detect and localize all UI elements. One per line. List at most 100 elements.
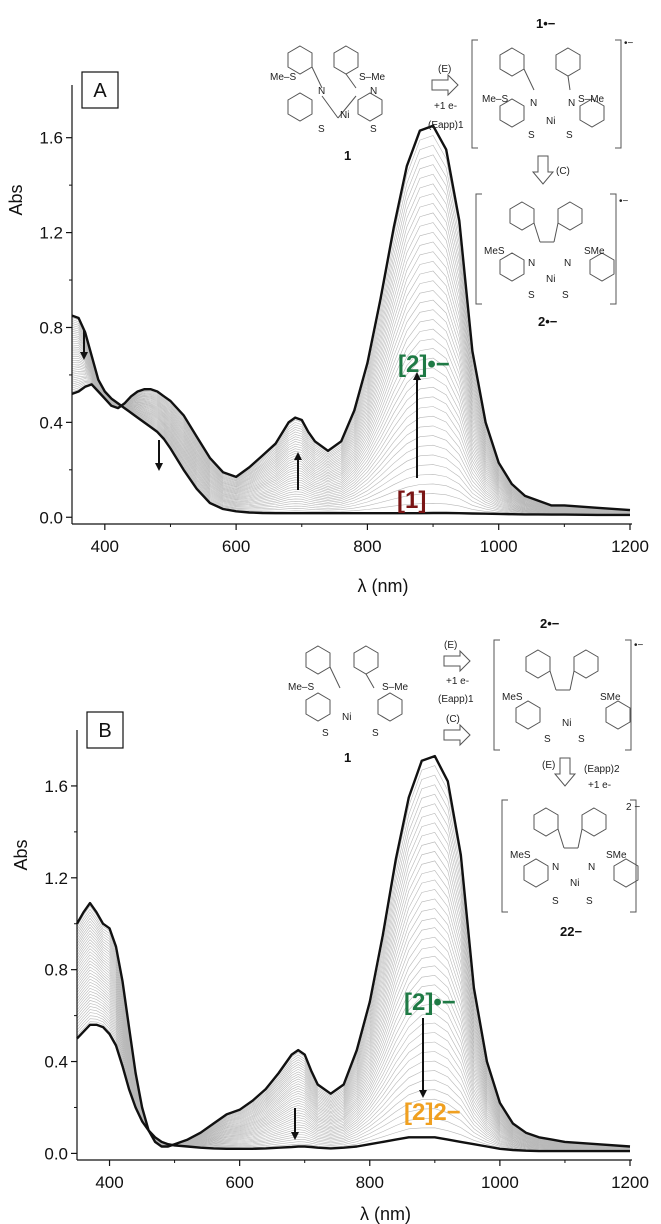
scheme-b-mes-2: MeS bbox=[502, 692, 523, 703]
scheme-a-step-e-sub: +1 e- bbox=[434, 101, 457, 112]
scheme-b-step-e: (E) bbox=[444, 640, 457, 651]
scheme-a-s-22: S bbox=[562, 290, 569, 301]
scheme-a-step-e: (E) bbox=[438, 64, 451, 75]
intermediate-spectrum bbox=[71, 344, 631, 514]
intermediate-spectrum bbox=[71, 154, 631, 511]
scheme-b-label-2rad: 2•− bbox=[540, 616, 560, 631]
y-tick-label: 0.4 bbox=[39, 413, 63, 432]
bracket-right bbox=[610, 193, 617, 305]
scheme-b-n-32: N bbox=[588, 862, 595, 873]
scheme-a-label-2rad: 2•− bbox=[538, 314, 558, 329]
panel-a-annotation-start: [1] bbox=[397, 487, 426, 514]
panel-a-series bbox=[71, 124, 631, 517]
molecule-1rad-structure bbox=[499, 47, 605, 128]
scheme-a-s2: S bbox=[370, 124, 377, 135]
x-tick-label: 400 bbox=[95, 1173, 123, 1192]
scheme-a-mes: Me–S bbox=[270, 72, 296, 83]
y-tick-label: 1.2 bbox=[44, 869, 68, 888]
x-tick-label: 400 bbox=[91, 537, 119, 556]
y-tick-label: 1.6 bbox=[44, 777, 68, 796]
panel-b-letter: B bbox=[98, 720, 111, 742]
scheme-b-step-e-sub: +1 e- bbox=[446, 676, 469, 687]
scheme-b-mes-3: MeS bbox=[510, 850, 531, 861]
scheme-b-ni-2: Ni bbox=[562, 718, 571, 729]
intermediate-spectrum bbox=[76, 908, 631, 1149]
intermediate-spectrum bbox=[71, 212, 631, 512]
scheme-a-label-1rad: 1•− bbox=[536, 16, 556, 31]
scheme-a-s1: S bbox=[318, 124, 325, 135]
intermediate-spectrum bbox=[76, 803, 631, 1148]
scheme-a-s-r2: S bbox=[566, 130, 573, 141]
panel-b-letter-box bbox=[86, 711, 124, 749]
panel-a-annotation-radical: [2]•− bbox=[398, 351, 450, 378]
scheme-b-charge-bottom: 2 − bbox=[626, 802, 640, 813]
bracket-left bbox=[493, 639, 500, 751]
reaction-arrow-down-icon bbox=[531, 155, 555, 185]
x-tick-label: 1000 bbox=[481, 1173, 519, 1192]
y-tick-label: 1.2 bbox=[39, 224, 63, 243]
panel-b-reaction-scheme: Me–S S–Me Ni S S 1 (E) +1 e- (Eapp)1 (C)… bbox=[288, 616, 644, 939]
scheme-b-n-31: N bbox=[552, 862, 559, 873]
scheme-a-step-c: (C) bbox=[556, 166, 570, 177]
molecule-1-structure bbox=[305, 645, 403, 722]
scheme-b-ni: Ni bbox=[342, 712, 351, 723]
panel-b-annotation-radical: [2]•− bbox=[404, 989, 456, 1016]
intermediate-spectrum bbox=[71, 202, 631, 512]
y-tick-label: 0.0 bbox=[39, 508, 63, 527]
bracket-left bbox=[475, 193, 482, 305]
molecule-2rad-structure bbox=[515, 649, 631, 730]
scheme-b-sme-3: SMe bbox=[606, 850, 627, 861]
y-axis-label: Abs bbox=[6, 184, 26, 215]
scheme-b-step-e2-app: (Eapp)2 bbox=[584, 764, 620, 775]
panel-a-letter-box bbox=[81, 71, 119, 109]
panel-b: 0.0 0.4 0.8 1.2 1.6 400 600 800 1000 1200 λ (nm) Ab… bbox=[11, 616, 649, 1224]
intermediate-spectrum bbox=[76, 898, 631, 1149]
scheme-a-sme-2: SMe bbox=[584, 246, 605, 257]
scheme-a-n-22: N bbox=[564, 258, 571, 269]
scheme-a-sme-r: S–Me bbox=[578, 94, 605, 105]
intermediate-spectrum bbox=[76, 1012, 631, 1151]
scheme-b-step-e-app: (Eapp)1 bbox=[438, 694, 474, 705]
scheme-a-step-e-app: (Eapp)1 bbox=[428, 120, 464, 131]
x-tick-label: 1200 bbox=[611, 1173, 649, 1192]
scheme-b-ni-3: Ni bbox=[570, 878, 579, 889]
scheme-a-mes-2: MeS bbox=[484, 246, 505, 257]
intermediate-spectrum bbox=[76, 841, 631, 1148]
series-line-0 bbox=[75, 754, 631, 1148]
x-axis-label: λ (nm) bbox=[360, 1204, 411, 1224]
scheme-b-s-21: S bbox=[544, 734, 551, 745]
scheme-a-charge-top: •− bbox=[624, 38, 634, 49]
scheme-b-s-22: S bbox=[578, 734, 585, 745]
scheme-a-label-1: 1 bbox=[344, 148, 351, 163]
bracket-right bbox=[630, 799, 637, 913]
scheme-a-charge-bottom: •− bbox=[619, 196, 629, 207]
intermediate-spectrum bbox=[76, 870, 631, 1149]
panel-b-intermediate-curves bbox=[76, 765, 631, 1152]
panel-a-axes: 0.0 0.4 0.8 1.2 1.6 400 600 800 1000 1200 λ (nm) Ab… bbox=[6, 85, 649, 596]
intermediate-spectrum bbox=[76, 955, 631, 1150]
scheme-b-s-32: S bbox=[586, 896, 593, 907]
reaction-arrow-icon bbox=[431, 73, 459, 97]
intermediate-spectrum bbox=[76, 812, 631, 1148]
scheme-b-mes: Me–S bbox=[288, 682, 314, 693]
intermediate-spectrum bbox=[76, 784, 631, 1148]
molecule-1-structure bbox=[287, 45, 383, 122]
x-tick-label: 600 bbox=[225, 1173, 253, 1192]
x-tick-label: 1000 bbox=[480, 537, 518, 556]
panel-b-axes: 0.0 0.4 0.8 1.2 1.6 400 600 800 1000 1200 λ (nm) Ab… bbox=[11, 730, 649, 1224]
scheme-a-n2: N bbox=[370, 86, 377, 97]
x-tick-label: 1200 bbox=[611, 537, 649, 556]
bracket-left bbox=[471, 39, 478, 149]
scheme-a-ni-2: Ni bbox=[546, 274, 555, 285]
reaction-arrow-icon bbox=[443, 649, 471, 673]
panel-a-reaction-scheme: Me–S S–Me N N Ni S S 1 (E) +1 e- (Eapp)1… bbox=[270, 16, 634, 329]
y-tick-label: 0.4 bbox=[44, 1053, 68, 1072]
intermediate-spectrum bbox=[71, 173, 631, 511]
scheme-b-s-31: S bbox=[552, 896, 559, 907]
intermediate-spectrum bbox=[76, 879, 631, 1149]
x-tick-label: 600 bbox=[222, 537, 250, 556]
x-tick-label: 800 bbox=[353, 537, 381, 556]
scheme-a-s-r1: S bbox=[528, 130, 535, 141]
y-tick-label: 0.8 bbox=[39, 318, 63, 337]
